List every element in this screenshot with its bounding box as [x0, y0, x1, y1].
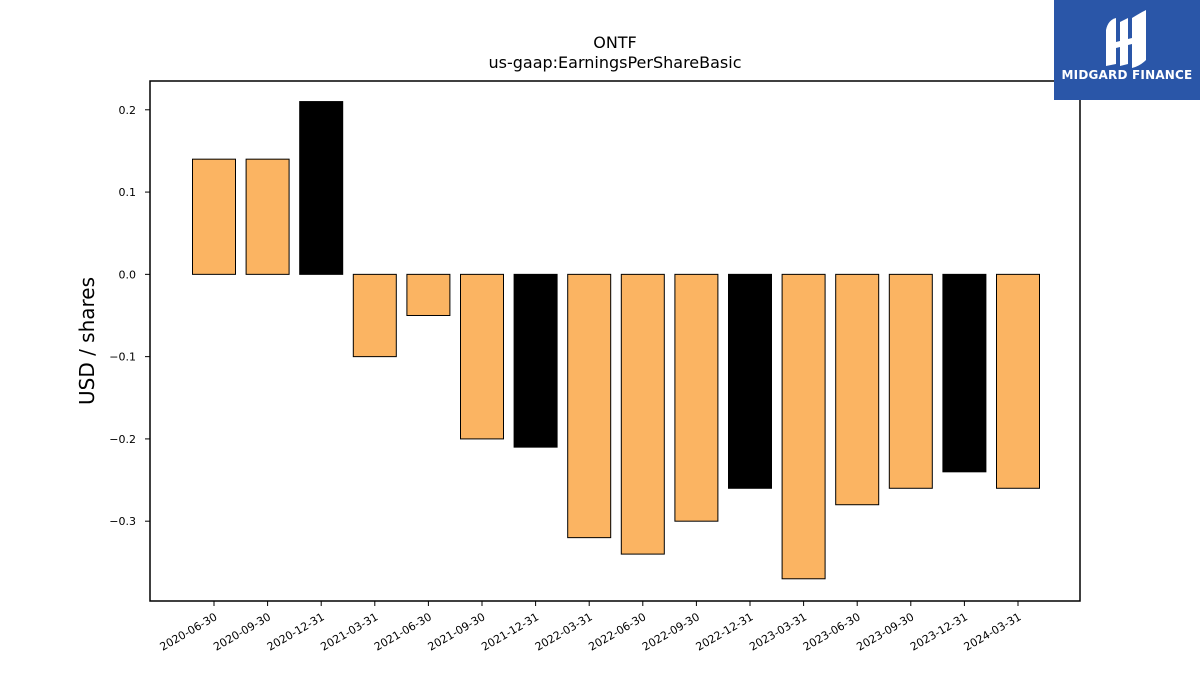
x-tick-label: 2022-06-30 [586, 610, 648, 653]
bar-2021-12-31 [513, 273, 558, 448]
brand-logo: MIDGARD FINANCE [1054, 0, 1200, 100]
y-tick-label: −0.2 [109, 433, 136, 446]
x-tick-label: 2022-09-30 [640, 610, 702, 653]
bar-2020-12-31 [299, 101, 344, 275]
bars [192, 101, 1040, 580]
logo-text: MIDGARD FINANCE [1061, 68, 1193, 82]
bar-2022-12-31 [728, 273, 772, 489]
x-tick-label: 2020-12-31 [265, 610, 327, 653]
y-tick-label: 0.1 [119, 186, 137, 199]
y-tick-label: 0.0 [119, 268, 137, 281]
x-tick-label: 2022-03-31 [533, 610, 595, 653]
bar-2020-09-30 [245, 158, 290, 275]
y-tick-label: −0.1 [109, 351, 136, 364]
x-tick-label: 2021-03-31 [318, 610, 380, 653]
bar-2022-09-30 [674, 273, 719, 522]
bar-2020-06-30 [192, 158, 236, 275]
bar-2023-09-30 [888, 273, 933, 489]
bar-2023-06-30 [835, 273, 880, 506]
midgard-logo-icon [1106, 10, 1146, 68]
y-tick-label: −0.3 [109, 515, 136, 528]
bar-2021-03-31 [352, 273, 397, 358]
x-tick-label: 2023-09-30 [854, 610, 916, 653]
plot-frame [149, 80, 1081, 602]
x-tick-label: 2021-09-30 [426, 610, 488, 653]
x-tick-label: 2020-06-30 [158, 610, 220, 653]
y-ticks: 0.2 0.1 0.0 −0.1 −0.2 −0.3 [109, 104, 150, 528]
chart-title: ONTF [593, 33, 637, 52]
x-tick-label: 2020-09-30 [211, 610, 273, 653]
bar-2021-09-30 [460, 273, 504, 440]
bar-2024-03-31 [996, 273, 1040, 489]
x-tick-label: 2022-12-31 [694, 610, 756, 653]
x-tick-label: 2021-06-30 [372, 610, 434, 653]
bar-2023-03-31 [781, 273, 826, 580]
x-tick-label: 2021-12-31 [479, 610, 541, 653]
x-tick-label: 2023-06-30 [801, 610, 863, 653]
x-ticks: 2020-06-302020-09-302020-12-312021-03-31… [158, 601, 1024, 654]
y-axis-label: USD / shares [75, 277, 99, 405]
x-tick-label: 2023-12-31 [908, 610, 970, 653]
bar-2022-03-31 [567, 273, 612, 539]
x-tick-label: 2023-03-31 [747, 610, 809, 653]
bar-2022-06-30 [620, 273, 665, 555]
bar-2023-12-31 [942, 273, 987, 473]
x-tick-label: 2024-03-31 [962, 610, 1024, 653]
chart-subtitle: us-gaap:EarningsPerShareBasic [488, 53, 741, 72]
y-tick-label: 0.2 [119, 104, 137, 117]
bar-2021-06-30 [406, 273, 451, 316]
